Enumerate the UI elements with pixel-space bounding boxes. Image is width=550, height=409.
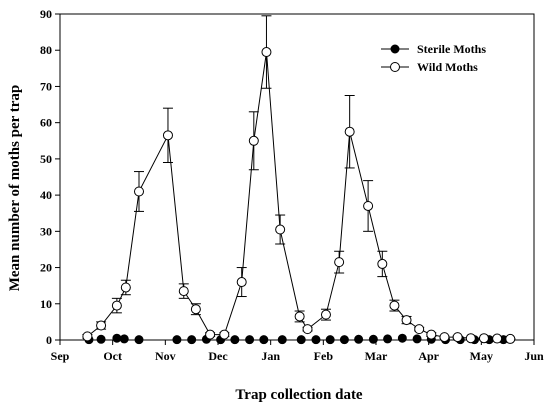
wild-moths-point (377, 258, 388, 269)
wild-moths-point (219, 329, 230, 340)
wild-moths-point (134, 186, 144, 197)
series-wild-moths (82, 15, 516, 344)
x-tick-label: Jun (524, 349, 544, 363)
x-tick-label: Jan (261, 349, 280, 363)
y-tick-label: 30 (40, 224, 52, 238)
sterile-moths-point (112, 333, 122, 343)
y-tick-label: 40 (40, 188, 52, 202)
x-axis-title: Trap collection date (235, 387, 363, 403)
wild-moths-point (205, 329, 216, 340)
wild-moths-point (505, 333, 516, 344)
x-axis: Sep Oct Nov Dec Jan Feb Mar Apr May Jun (51, 340, 544, 363)
wild-moths-point (120, 282, 131, 293)
wild-moths-point (294, 311, 305, 322)
sterile-moths-point (119, 334, 129, 344)
x-tick-label: Nov (155, 349, 176, 363)
wild-moths-point (334, 257, 345, 268)
x-tick-label: Dec (208, 349, 228, 363)
x-tick-label: Sep (51, 349, 70, 363)
y-axis: 0 10 20 30 40 50 60 70 80 90 (40, 7, 60, 347)
wild-moths-point (178, 286, 189, 297)
y-tick-label: 0 (46, 333, 52, 347)
legend-item: Sterile Moths (381, 42, 486, 56)
x-tick-label: Feb (314, 349, 334, 363)
y-tick-label: 20 (40, 261, 52, 275)
wild-moths-point (452, 332, 463, 343)
wild-moths-point (363, 200, 374, 211)
wild-moths-point (478, 333, 489, 344)
y-tick-label: 50 (40, 152, 52, 166)
wild-moths-point (492, 333, 503, 344)
sterile-moths-point (296, 335, 306, 345)
sterile-moths-point (354, 334, 364, 344)
wild-moths-point (96, 320, 107, 331)
x-tick-label: Apr (418, 349, 439, 363)
wild-moths-point (320, 309, 331, 320)
x-tick-label: Oct (103, 349, 122, 363)
sterile-moths-point (187, 335, 197, 345)
y-tick-label: 60 (40, 116, 52, 130)
series-sterile-moths (84, 333, 508, 345)
wild-moths-point (389, 300, 400, 311)
wild-moths-point (111, 300, 122, 311)
legend-marker (390, 44, 400, 54)
wild-moths-point (414, 324, 425, 335)
sterile-moths-point (311, 335, 321, 345)
series-layer (82, 15, 516, 345)
wild-moths-point (248, 135, 259, 146)
sterile-moths-point (277, 335, 287, 345)
wild-moths-point (426, 329, 437, 340)
wild-moths-point (190, 304, 201, 315)
y-tick-label: 70 (40, 79, 52, 93)
wild-moths-point (401, 315, 412, 326)
sterile-moths-point (368, 334, 378, 344)
legend-label: Sterile Moths (417, 42, 486, 56)
wild-moths-point (344, 126, 355, 137)
legend: Sterile Moths Wild Moths (381, 42, 486, 74)
series-line (87, 51, 511, 340)
wild-moths-point (439, 332, 450, 343)
sterile-moths-point (325, 335, 335, 345)
wild-moths-point (302, 324, 313, 335)
y-tick-label: 90 (40, 7, 52, 21)
wild-moths-point (261, 47, 272, 58)
y-tick-label: 80 (40, 43, 52, 57)
wild-moths-point (465, 333, 476, 344)
sterile-moths-point (245, 335, 255, 345)
wild-moths-point (82, 331, 93, 342)
sterile-moths-point (397, 333, 407, 343)
x-tick-label: Mar (365, 349, 388, 363)
sterile-moths-point (134, 335, 144, 345)
legend-label: Wild Moths (417, 60, 478, 74)
sterile-moths-point (339, 335, 349, 345)
y-axis-title: Mean number of moths per trap (7, 85, 23, 292)
x-tick-label: May (470, 349, 493, 363)
sterile-moths-point (259, 335, 269, 345)
sterile-moths-point (96, 334, 106, 344)
legend-item: Wild Moths (381, 60, 478, 74)
sterile-moths-point (412, 334, 422, 344)
wild-moths-point (275, 224, 286, 235)
sterile-moths-point (383, 334, 393, 344)
wild-moths-point (236, 277, 247, 288)
wild-moths-point (162, 130, 173, 141)
legend-marker (390, 62, 400, 72)
y-tick-label: 10 (40, 297, 52, 311)
sterile-moths-point (230, 335, 240, 345)
sterile-moths-point (172, 335, 182, 345)
